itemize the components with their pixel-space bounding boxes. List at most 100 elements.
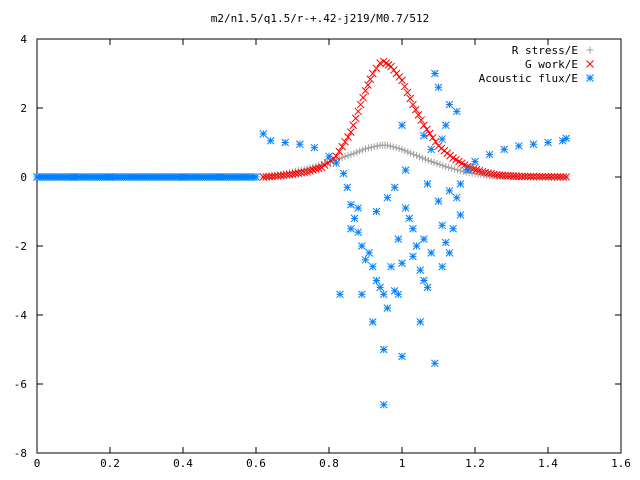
data-point (265, 172, 273, 181)
data-point (338, 154, 346, 162)
data-point (347, 151, 355, 159)
data-point (353, 148, 361, 156)
data-point (372, 64, 381, 73)
data-point (420, 131, 428, 140)
data-point (459, 167, 467, 175)
data-point (407, 149, 415, 157)
y-tick-label: 4 (20, 33, 27, 46)
data-point (559, 173, 568, 181)
data-point (471, 157, 479, 166)
data-point (436, 161, 444, 169)
data-point (351, 114, 360, 123)
data-point (389, 143, 397, 151)
data-point (372, 276, 381, 285)
data-point (386, 142, 394, 150)
data-point (368, 262, 377, 271)
data-point (394, 290, 403, 299)
data-point (433, 160, 441, 168)
data-point (430, 359, 439, 368)
data-point (365, 249, 374, 257)
data-point (387, 62, 395, 71)
data-point (445, 186, 454, 195)
data-point (441, 238, 450, 247)
data-point (370, 143, 378, 151)
data-point (468, 169, 476, 177)
data-point (401, 147, 409, 155)
data-point (456, 167, 464, 175)
y-tick-label: -2 (14, 240, 27, 253)
data-point (544, 172, 553, 181)
data-point (413, 152, 421, 160)
data-point (357, 290, 366, 299)
data-point (428, 133, 437, 142)
data-point (529, 172, 538, 181)
data-point (425, 129, 434, 138)
data-point (347, 224, 355, 233)
legend-marker (586, 46, 594, 54)
data-point (398, 76, 406, 85)
data-point (544, 138, 552, 147)
data-point (303, 167, 311, 176)
data-point (514, 142, 523, 150)
y-tick-label: -8 (14, 447, 27, 460)
data-point (441, 121, 450, 130)
data-point (357, 242, 366, 250)
data-point (445, 100, 454, 109)
data-point (487, 169, 495, 178)
data-point (427, 157, 435, 165)
data-point (259, 130, 268, 138)
data-point (359, 93, 367, 102)
data-point (416, 153, 424, 161)
data-point (312, 165, 320, 173)
data-point (562, 134, 571, 143)
data-point (366, 75, 375, 84)
data-point (401, 166, 410, 174)
data-point (347, 128, 355, 137)
data-point (514, 172, 523, 181)
data-point (382, 59, 391, 68)
data-point (341, 137, 349, 146)
data-point (422, 125, 431, 134)
data-point (338, 142, 346, 151)
data-point (523, 172, 532, 181)
data-point (300, 168, 309, 177)
data-point (350, 149, 358, 157)
data-point (556, 173, 565, 181)
data-point (452, 193, 461, 202)
data-point (335, 147, 344, 156)
data-point (341, 153, 349, 161)
data-point (398, 259, 406, 268)
data-point (438, 221, 447, 230)
data-point (431, 137, 440, 146)
y-tick-label: -4 (14, 309, 28, 322)
data-point (500, 145, 509, 154)
data-point (448, 164, 456, 172)
data-point (420, 235, 428, 243)
data-point (541, 172, 550, 181)
data-point (347, 200, 355, 209)
data-point (389, 66, 398, 74)
data-point (398, 145, 406, 153)
data-point (427, 145, 436, 154)
data-point (362, 145, 369, 153)
data-point (356, 147, 364, 155)
data-point (484, 169, 492, 177)
data-point (268, 172, 276, 181)
data-point (553, 173, 562, 181)
data-point (453, 166, 461, 174)
data-point (520, 172, 529, 181)
data-point (463, 166, 472, 174)
data-point (376, 59, 384, 68)
data-point (406, 94, 415, 103)
data-point (411, 105, 420, 114)
data-point (354, 228, 363, 237)
data-point (310, 143, 319, 152)
data-point (438, 262, 447, 271)
data-point (409, 100, 417, 109)
data-point (423, 283, 432, 292)
data-point (417, 116, 426, 124)
data-point (325, 152, 333, 161)
x-tick-label: 0.4 (173, 457, 193, 470)
data-point (373, 142, 381, 150)
